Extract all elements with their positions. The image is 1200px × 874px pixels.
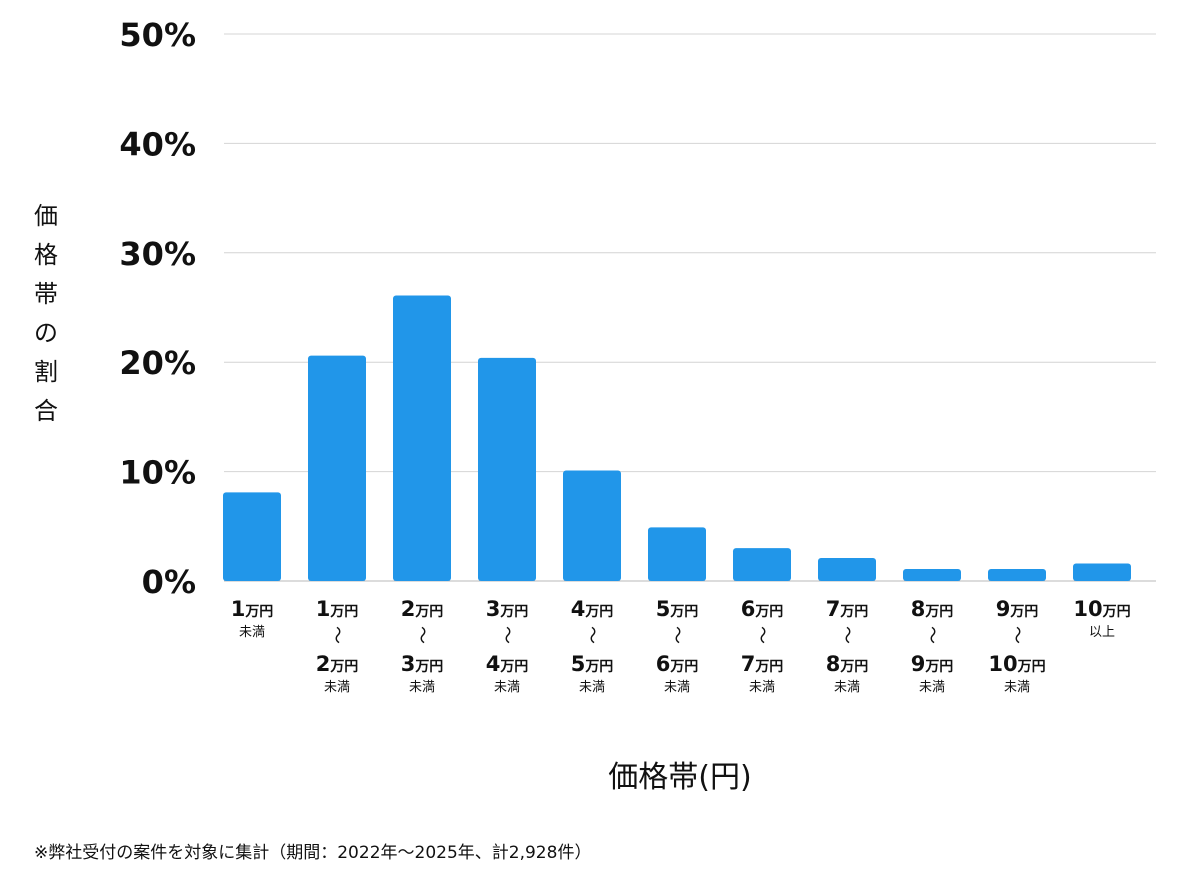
x-axis-categories: 1万円未満1万円〜2万円未満2万円〜3万円未満3万円〜4万円未満4万円〜5万円未… — [231, 597, 1131, 695]
y-tick-label: 20% — [119, 344, 196, 382]
y-tick-label: 10% — [119, 454, 196, 492]
category-value: 7万円 — [826, 597, 869, 621]
range-symbol: 〜 — [751, 626, 772, 644]
category-suffix: 以上 — [1089, 625, 1115, 640]
y-tick-label: 0% — [142, 563, 196, 601]
category-suffix: 未満 — [409, 680, 435, 695]
category-value: 10万円 — [988, 652, 1045, 676]
y-axis-label-char: 価 — [34, 202, 58, 230]
category-value: 1万円 — [231, 597, 274, 621]
bar — [1073, 563, 1131, 581]
y-axis-label-char: 帯 — [34, 280, 58, 308]
y-tick-label: 40% — [119, 125, 196, 163]
range-symbol: 〜 — [326, 626, 347, 644]
category-value: 4万円 — [571, 597, 614, 621]
category-value: 6万円 — [741, 597, 784, 621]
bar — [478, 357, 536, 581]
category-suffix: 未満 — [1004, 680, 1030, 695]
bar — [648, 527, 706, 581]
range-symbol: 〜 — [496, 626, 517, 644]
bar — [308, 355, 366, 581]
y-axis-label-char: の — [34, 319, 58, 347]
bar — [393, 295, 451, 581]
bars — [223, 295, 1131, 581]
category-value: 3万円 — [486, 597, 529, 621]
category-suffix: 未満 — [749, 680, 775, 695]
category-value: 1万円 — [316, 597, 359, 621]
range-symbol: 〜 — [581, 626, 602, 644]
category-value: 9万円 — [911, 652, 954, 676]
bar — [903, 568, 961, 581]
bar — [988, 568, 1046, 581]
bar — [818, 558, 876, 581]
category-value: 8万円 — [826, 652, 869, 676]
y-axis-label-char: 格 — [34, 241, 58, 269]
category-value: 2万円 — [316, 652, 359, 676]
range-symbol: 〜 — [666, 626, 687, 644]
category-suffix: 未満 — [919, 680, 945, 695]
category-suffix: 未満 — [664, 680, 690, 695]
y-tick-label: 30% — [119, 235, 196, 273]
category-value: 7万円 — [741, 652, 784, 676]
category-suffix: 未満 — [834, 680, 860, 695]
category-value: 4万円 — [486, 652, 529, 676]
category-suffix: 未満 — [494, 680, 520, 695]
category-suffix: 未満 — [239, 625, 265, 640]
y-axis-label-char: 割 — [34, 358, 58, 386]
x-axis-label: 価格帯(円) — [608, 760, 751, 795]
category-value: 6万円 — [656, 652, 699, 676]
footnote: ※弊社受付の案件を対象に集計（期間：2022年〜2025年、計2,928件） — [34, 843, 592, 863]
category-value: 5万円 — [656, 597, 699, 621]
range-symbol: 〜 — [1006, 626, 1027, 644]
category-value: 9万円 — [996, 597, 1039, 621]
category-value: 8万円 — [911, 597, 954, 621]
y-axis-ticks: 0% 10% 20% 30% 40% 50% — [119, 16, 196, 601]
y-axis-label-char: 合 — [34, 397, 58, 425]
bar — [733, 548, 791, 581]
category-suffix: 未満 — [579, 680, 605, 695]
range-symbol: 〜 — [921, 626, 942, 644]
bar — [223, 492, 281, 581]
category-value: 3万円 — [401, 652, 444, 676]
category-value: 10万円 — [1073, 597, 1130, 621]
category-value: 2万円 — [401, 597, 444, 621]
category-value: 5万円 — [571, 652, 614, 676]
category-suffix: 未満 — [324, 680, 350, 695]
y-tick-label: 50% — [119, 16, 196, 54]
bar — [563, 470, 621, 581]
range-symbol: 〜 — [411, 626, 432, 644]
range-symbol: 〜 — [836, 626, 857, 644]
